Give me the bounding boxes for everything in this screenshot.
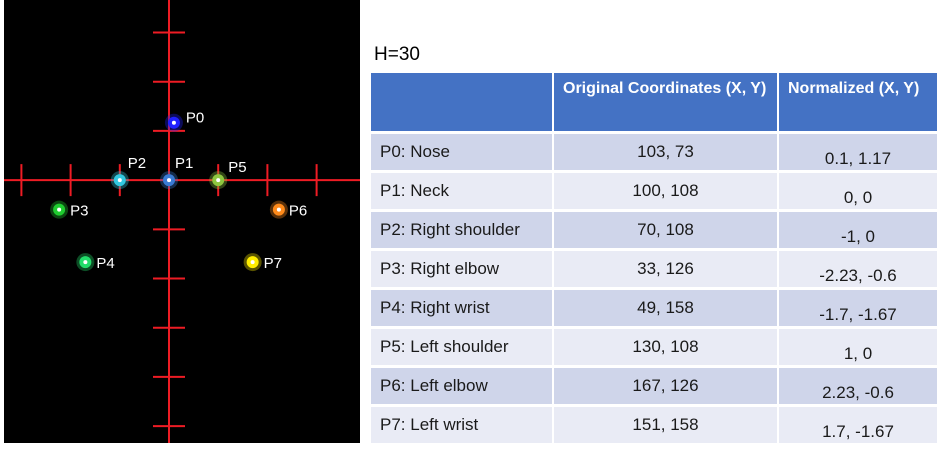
keypoint-center-dot — [276, 207, 281, 212]
keypoint-plot-svg: P0 P1 P2 P3 P4 P5 P6 P7 — [4, 0, 360, 443]
normalized-coords-cell: 0.1, 1.17 — [778, 131, 937, 172]
keypoint-center-dot — [117, 178, 122, 183]
keypoint-center-dot — [167, 178, 171, 183]
header-original: Original Coordinates (X, Y) — [553, 73, 779, 133]
keypoint-center-dot — [83, 260, 88, 265]
keypoint-name-cell: P1: Neck — [371, 170, 554, 211]
table-row: P2: Right shoulder 70, 108 -1, 0 — [371, 209, 937, 250]
keypoint-center-dot — [216, 178, 221, 183]
keypoint-center-dot — [57, 207, 62, 212]
keypoint-center-dot — [171, 120, 176, 125]
original-coords-cell: 151, 158 — [553, 404, 779, 443]
original-coords-cell: 70, 108 — [553, 209, 779, 250]
keypoint-table: Original Coordinates (X, Y) Normalized (… — [371, 73, 937, 443]
original-coords-cell: 167, 126 — [553, 365, 779, 406]
keypoint-name-cell: P6: Left elbow — [371, 365, 554, 406]
keypoint-label: P7 — [264, 255, 282, 272]
keypoint-label: P3 — [70, 203, 88, 220]
table-row: P6: Left elbow 167, 126 2.23, -0.6 — [371, 365, 937, 406]
keypoint-label: P5 — [228, 159, 246, 176]
table-row: P7: Left wrist 151, 158 1.7, -1.67 — [371, 404, 937, 443]
original-coords-cell: 103, 73 — [553, 131, 779, 172]
keypoint-name-cell: P0: Nose — [371, 131, 554, 172]
normalized-coords-cell: 1, 0 — [778, 326, 937, 367]
keypoint-label: P1 — [175, 155, 193, 172]
keypoint-name-cell: P2: Right shoulder — [371, 209, 554, 250]
original-coords-cell: 130, 108 — [553, 326, 779, 367]
keypoint-name-cell: P3: Right elbow — [371, 248, 554, 289]
keypoint-name-cell: P4: Right wrist — [371, 287, 554, 328]
normalized-coords-cell: 0, 0 — [778, 170, 937, 211]
keypoint-plot: P0 P1 P2 P3 P4 P5 P6 P7 — [4, 0, 360, 443]
table-row: P1: Neck 100, 108 0, 0 — [371, 170, 937, 211]
keypoint-label: P4 — [96, 255, 114, 272]
keypoint-label: P6 — [289, 203, 307, 220]
normalized-coords-cell: -1, 0 — [778, 209, 937, 250]
table-row: P4: Right wrist 49, 158 -1.7, -1.67 — [371, 287, 937, 328]
keypoint-name-cell: P5: Left shoulder — [371, 326, 554, 367]
normalized-coords-cell: -1.7, -1.67 — [778, 287, 937, 328]
normalized-coords-cell: -2.23, -0.6 — [778, 248, 937, 289]
normalized-coords-cell: 1.7, -1.67 — [778, 404, 937, 443]
table-row: P3: Right elbow 33, 126 -2.23, -0.6 — [371, 248, 937, 289]
keypoint-center-dot — [250, 260, 255, 265]
h-value-label: H=30 — [374, 44, 420, 65]
normalized-coords-cell: 2.23, -0.6 — [778, 365, 937, 406]
table-row: P0: Nose 103, 73 0.1, 1.17 — [371, 131, 937, 172]
keypoint-name-cell: P7: Left wrist — [371, 404, 554, 443]
original-coords-cell: 100, 108 — [553, 170, 779, 211]
header-name — [371, 73, 554, 133]
table-row: P5: Left shoulder 130, 108 1, 0 — [371, 326, 937, 367]
table-header-row: Original Coordinates (X, Y) Normalized (… — [371, 73, 937, 133]
original-coords-cell: 33, 126 — [553, 248, 779, 289]
header-normalized: Normalized (X, Y) — [778, 73, 937, 133]
keypoint-label: P0 — [186, 110, 204, 127]
keypoint-label: P2 — [128, 155, 146, 172]
original-coords-cell: 49, 158 — [553, 287, 779, 328]
